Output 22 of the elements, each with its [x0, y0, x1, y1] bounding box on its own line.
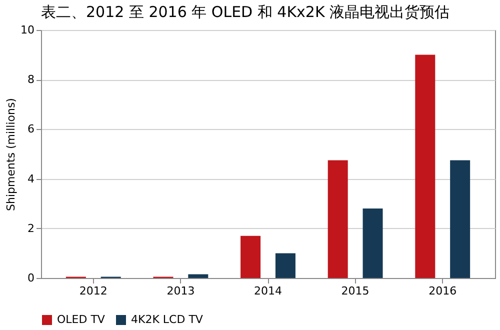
x-tick-label: 2015: [341, 284, 370, 298]
y-tick-label: 6: [28, 122, 34, 136]
bar: [275, 253, 296, 278]
legend-label: 4K2K LCD TV: [131, 313, 204, 326]
y-axis-title: Shipments (millions): [4, 98, 18, 211]
x-tick-label: 2014: [254, 284, 282, 298]
y-tick-label: 4: [28, 172, 34, 186]
y-tick-label: 10: [20, 24, 34, 36]
bar: [328, 160, 348, 278]
bar: [415, 54, 436, 278]
chart-title: 表二、2012 至 2016 年 OLED 和 4Kx2K 液晶电视出货预估: [41, 3, 450, 21]
y-tick-label: 8: [28, 73, 34, 86]
x-tick-label: 2012: [79, 284, 108, 298]
y-tick-label: 2: [28, 222, 34, 235]
bar: [450, 160, 470, 278]
bar: [362, 208, 383, 278]
legend-label: OLED TV: [57, 313, 106, 326]
bar: [240, 236, 261, 278]
y-tick-label: 0: [28, 272, 34, 284]
x-tick-label: 2016: [428, 284, 457, 298]
bar: [188, 274, 208, 278]
x-tick-label: 2013: [166, 284, 195, 298]
